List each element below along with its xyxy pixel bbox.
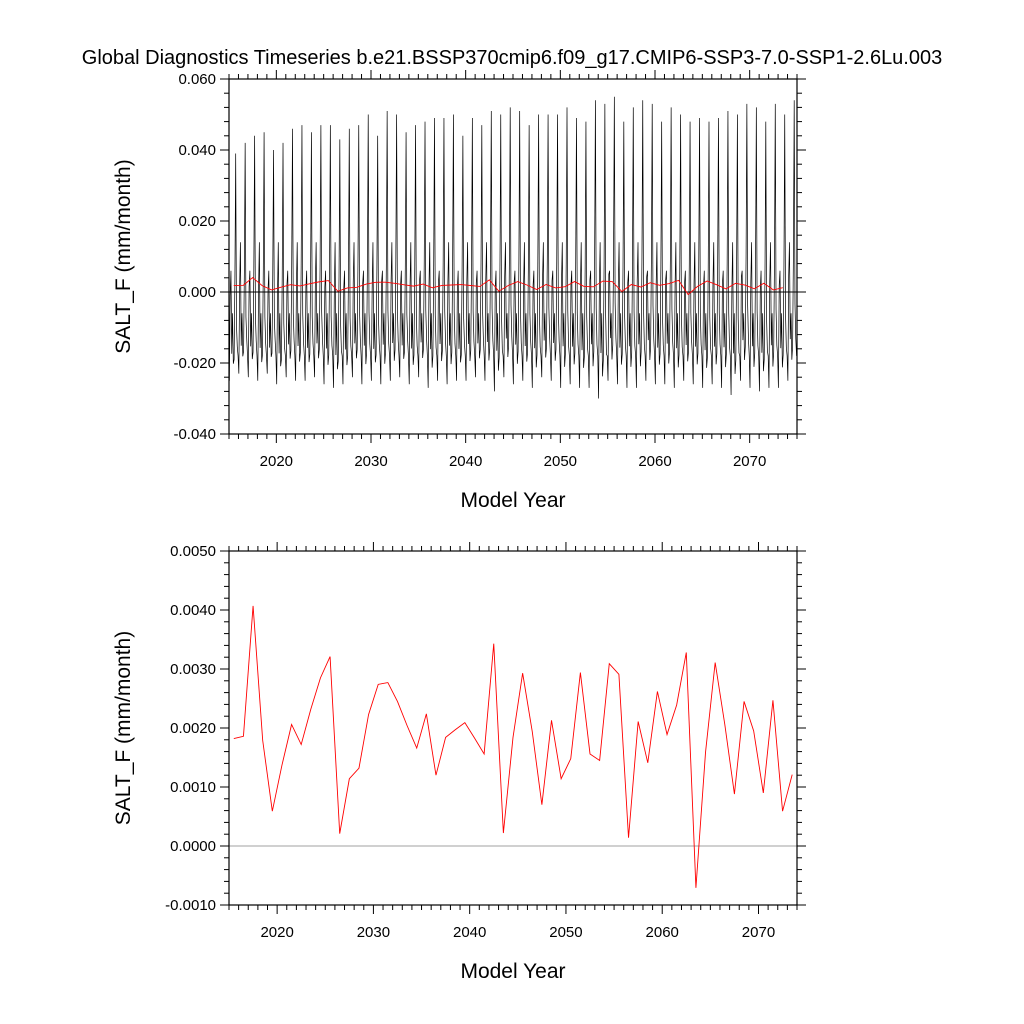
x-axis-label: Model Year (460, 960, 565, 983)
axis-ticks (220, 70, 806, 443)
x-tick-label: 2040 (449, 453, 482, 470)
y-tick-label: 0.060 (178, 71, 216, 88)
x-tick-label: 2060 (646, 924, 679, 941)
x-tick-label: 2020 (260, 924, 293, 941)
annual-mean-series-line (233, 605, 793, 888)
plot-area (229, 96, 797, 399)
plot-area (233, 605, 793, 888)
x-tick-label: 2030 (354, 453, 387, 470)
y-tick-label: 0.0000 (170, 838, 216, 855)
monthly-timeseries-panel: 2020 2030 2040 2050 2060 2070 -0.040 -0.020 0.00… (112, 70, 806, 512)
y-tick-label: 0.040 (178, 142, 216, 159)
monthly-series-line (229, 96, 797, 399)
y-axis-label: SALT_F (mm/month) (112, 159, 135, 353)
x-tick-label: 2020 (260, 453, 293, 470)
x-tick-label: 2050 (549, 924, 582, 941)
x-tick-label: 2040 (453, 924, 486, 941)
y-tick-label: 0.0030 (170, 661, 216, 678)
y-tick-label: 0.0050 (170, 543, 216, 560)
y-tick-label: 0.020 (178, 213, 216, 230)
y-tick-label: 0.0010 (170, 779, 216, 796)
y-tick-label: 0.000 (178, 284, 216, 301)
x-tick-label: 2030 (357, 924, 390, 941)
x-tick-label: 2070 (742, 924, 775, 941)
x-tick-label: 2050 (544, 453, 577, 470)
x-tick-label: 2060 (638, 453, 671, 470)
y-tick-label: 0.0040 (170, 602, 216, 619)
x-tick-label: 2070 (733, 453, 766, 470)
annual-timeseries-panel: 2020 2030 2040 2050 2060 2070 -0.0010 0.0000 0.0… (112, 542, 806, 983)
figure-title: Global Diagnostics Timeseries b.e21.BSSP… (82, 47, 942, 69)
y-tick-label: -0.0010 (165, 897, 216, 914)
y-tick-label: -0.040 (173, 426, 216, 443)
y-axis-label: SALT_F (mm/month) (112, 631, 135, 825)
axis-ticks (220, 542, 806, 914)
plot-frame (228, 550, 798, 906)
y-tick-label: 0.0020 (170, 720, 216, 737)
annual-mean-series-line (233, 276, 783, 296)
x-axis-label: Model Year (460, 489, 565, 512)
y-tick-label: -0.020 (173, 355, 216, 372)
